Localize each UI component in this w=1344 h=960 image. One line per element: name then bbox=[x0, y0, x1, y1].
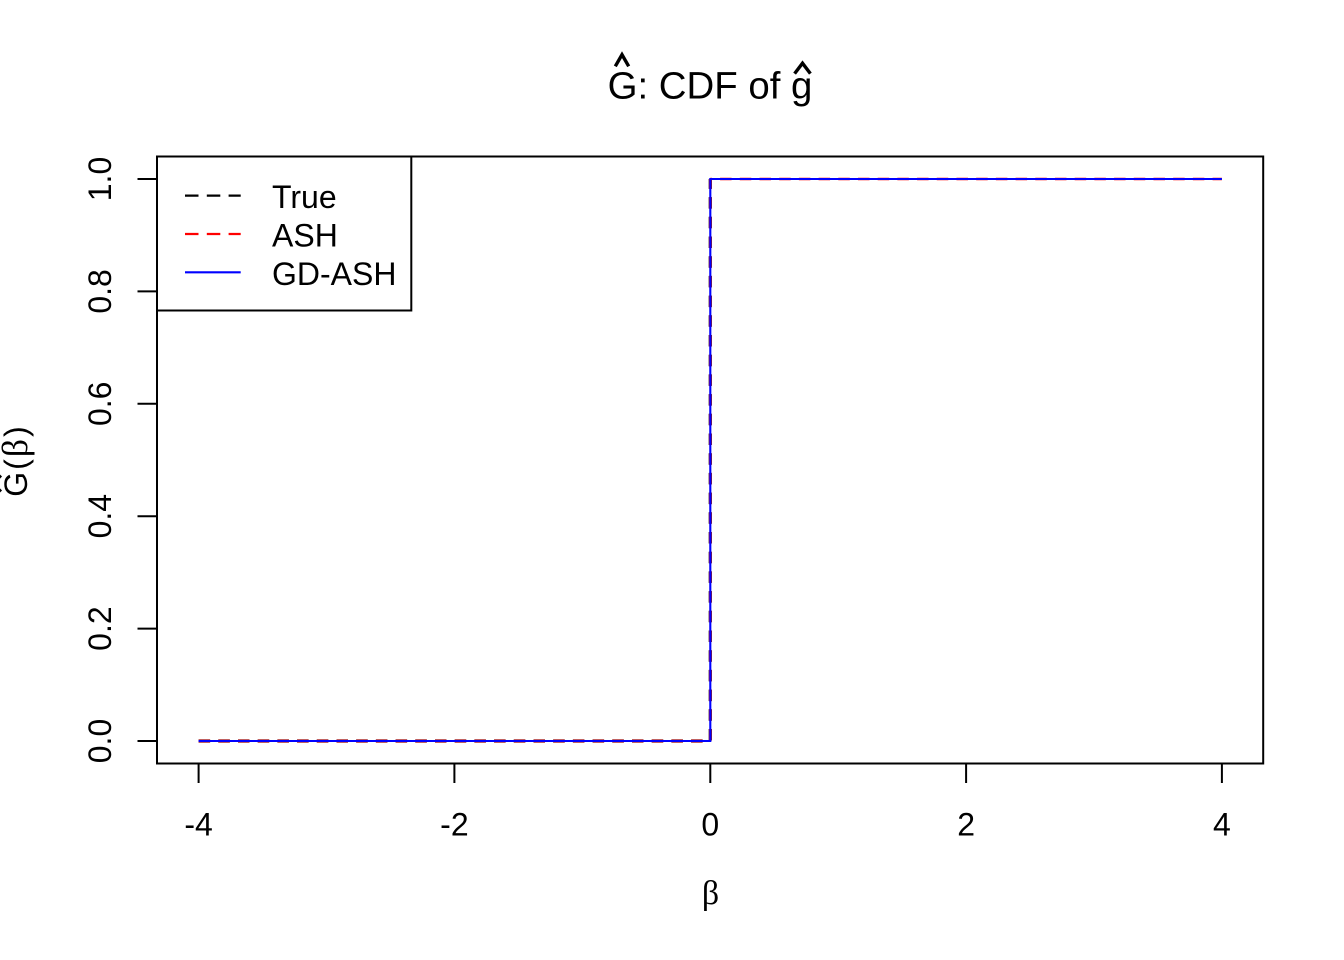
svg-text:G(β): G(β) bbox=[0, 424, 35, 497]
svg-text:0.6: 0.6 bbox=[82, 382, 118, 426]
svg-text:GD-ASH: GD-ASH bbox=[272, 256, 396, 292]
svg-text:0.0: 0.0 bbox=[82, 719, 118, 763]
svg-text:1.0: 1.0 bbox=[82, 157, 118, 201]
svg-text:-2: -2 bbox=[440, 807, 468, 843]
svg-text:0.2: 0.2 bbox=[82, 606, 118, 650]
svg-text:-4: -4 bbox=[184, 807, 212, 843]
svg-text:0: 0 bbox=[701, 807, 719, 843]
svg-text:β: β bbox=[702, 875, 719, 912]
svg-text:0.8: 0.8 bbox=[82, 269, 118, 313]
svg-text:G: CDF of g: G: CDF of g bbox=[608, 65, 813, 108]
svg-text:4: 4 bbox=[1213, 807, 1231, 843]
svg-text:0.4: 0.4 bbox=[82, 494, 118, 538]
svg-text:2: 2 bbox=[957, 807, 975, 843]
svg-text:True: True bbox=[272, 179, 337, 215]
svg-text:ASH: ASH bbox=[272, 218, 338, 254]
